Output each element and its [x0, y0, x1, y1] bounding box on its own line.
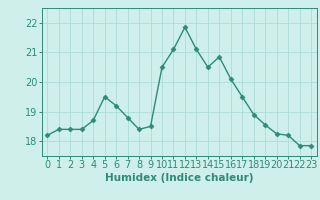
X-axis label: Humidex (Indice chaleur): Humidex (Indice chaleur) — [105, 173, 253, 183]
